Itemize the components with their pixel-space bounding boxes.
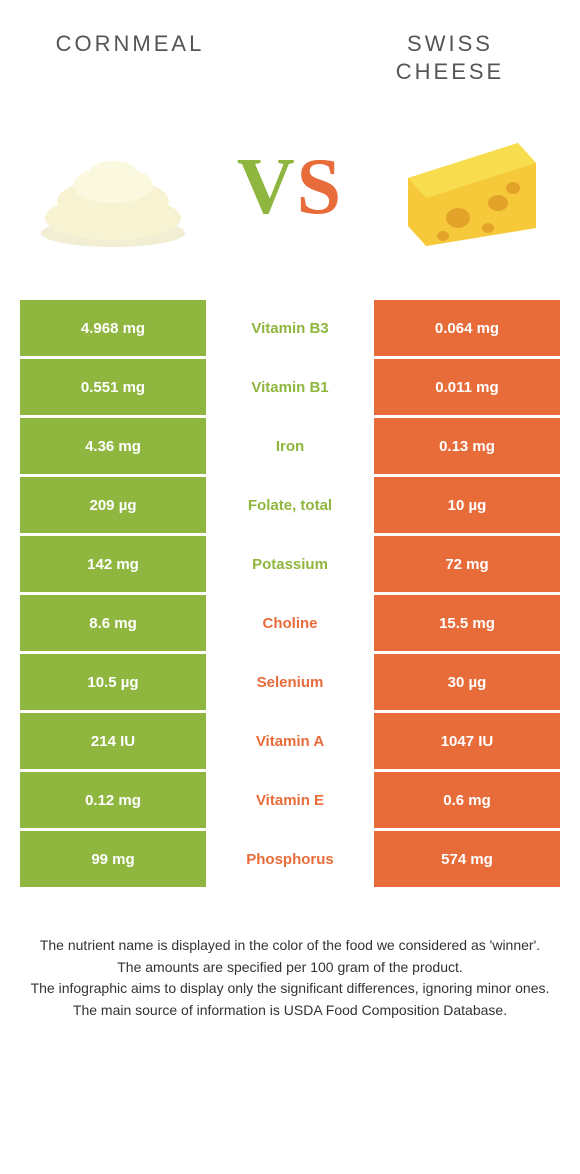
left-value: 10.5 µg xyxy=(20,654,206,710)
table-row: 142 mgPotassium72 mg xyxy=(20,536,560,592)
cornmeal-image xyxy=(30,105,195,270)
left-value: 0.12 mg xyxy=(20,772,206,828)
left-food-title: Cornmeal xyxy=(30,30,230,58)
vs-label: VS xyxy=(237,142,343,233)
left-value: 209 µg xyxy=(20,477,206,533)
nutrient-label: Vitamin B1 xyxy=(206,359,374,415)
table-row: 0.12 mgVitamin E0.6 mg xyxy=(20,772,560,828)
table-row: 4.968 mgVitamin B30.064 mg xyxy=(20,300,560,356)
table-row: 99 mgPhosphorus574 mg xyxy=(20,831,560,887)
nutrient-label: Vitamin B3 xyxy=(206,300,374,356)
table-row: 0.551 mgVitamin B10.011 mg xyxy=(20,359,560,415)
table-row: 4.36 mgIron0.13 mg xyxy=(20,418,560,474)
nutrient-label: Folate, total xyxy=(206,477,374,533)
table-row: 10.5 µgSelenium30 µg xyxy=(20,654,560,710)
nutrient-label: Selenium xyxy=(206,654,374,710)
vs-v: V xyxy=(237,143,297,231)
right-value: 574 mg xyxy=(374,831,560,887)
right-value: 10 µg xyxy=(374,477,560,533)
left-value: 99 mg xyxy=(20,831,206,887)
nutrient-label: Choline xyxy=(206,595,374,651)
footer-line: The nutrient name is displayed in the co… xyxy=(25,935,555,957)
nutrient-label: Potassium xyxy=(206,536,374,592)
vs-s: S xyxy=(297,143,344,231)
left-value: 4.36 mg xyxy=(20,418,206,474)
nutrient-table: 4.968 mgVitamin B30.064 mg0.551 mgVitami… xyxy=(0,300,580,887)
table-row: 209 µgFolate, total10 µg xyxy=(20,477,560,533)
left-value: 142 mg xyxy=(20,536,206,592)
nutrient-label: Phosphorus xyxy=(206,831,374,887)
left-value: 8.6 mg xyxy=(20,595,206,651)
right-value: 0.13 mg xyxy=(374,418,560,474)
left-value: 214 IU xyxy=(20,713,206,769)
nutrient-label: Vitamin E xyxy=(206,772,374,828)
swiss-cheese-image xyxy=(385,105,550,270)
right-value: 15.5 mg xyxy=(374,595,560,651)
right-value: 0.064 mg xyxy=(374,300,560,356)
right-value: 72 mg xyxy=(374,536,560,592)
right-value: 1047 IU xyxy=(374,713,560,769)
left-value: 0.551 mg xyxy=(20,359,206,415)
table-row: 8.6 mgCholine15.5 mg xyxy=(20,595,560,651)
footer-line: The main source of information is USDA F… xyxy=(25,1000,555,1022)
header: Cornmeal Swiss Cheese xyxy=(0,0,580,85)
nutrient-label: Iron xyxy=(206,418,374,474)
nutrient-label: Vitamin A xyxy=(206,713,374,769)
footer-line: The amounts are specified per 100 gram o… xyxy=(25,957,555,979)
right-value: 30 µg xyxy=(374,654,560,710)
images-row: VS xyxy=(0,85,580,300)
footer-line: The infographic aims to display only the… xyxy=(25,978,555,1000)
table-row: 214 IUVitamin A1047 IU xyxy=(20,713,560,769)
right-value: 0.6 mg xyxy=(374,772,560,828)
footer-notes: The nutrient name is displayed in the co… xyxy=(0,890,580,1022)
right-food-title: Swiss Cheese xyxy=(350,30,550,85)
right-value: 0.011 mg xyxy=(374,359,560,415)
left-value: 4.968 mg xyxy=(20,300,206,356)
